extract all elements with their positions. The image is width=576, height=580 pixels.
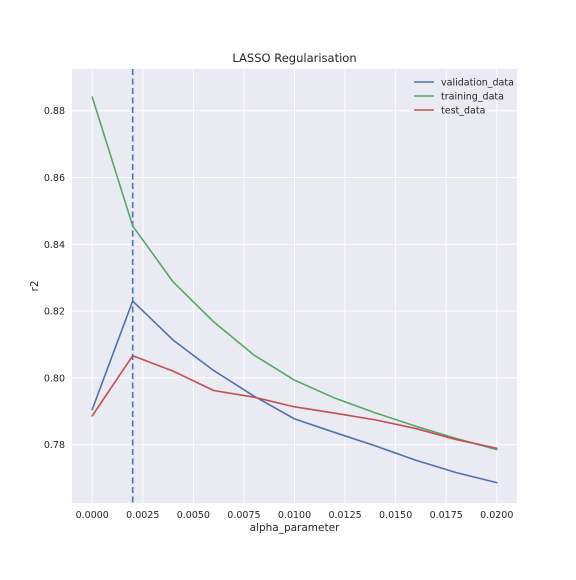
- x-tick-label: 0.0000: [76, 510, 109, 521]
- series-layer: [91, 96, 498, 484]
- series-line-validation-data: [91, 300, 498, 484]
- y-tick-label: 0.86: [44, 173, 65, 184]
- y-tick-label: 0.78: [44, 440, 65, 451]
- x-tick-label: 0.0125: [328, 510, 361, 521]
- legend: validation_data training_data test_data: [414, 78, 514, 117]
- x-tick-label: 0.0100: [278, 510, 311, 521]
- y-axis-ticks: 0.78 0.80 0.82 0.84 0.86 0.88: [44, 106, 65, 451]
- y-axis-title: r2: [29, 281, 41, 292]
- x-tick-label: 0.0075: [227, 510, 260, 521]
- x-tick-label: 0.0200: [480, 510, 513, 521]
- legend-label-training-data: training_data: [441, 92, 504, 103]
- y-tick-label: 0.80: [44, 373, 65, 384]
- grid: [72, 69, 517, 503]
- y-tick-label: 0.84: [44, 240, 65, 251]
- x-tick-label: 0.0025: [126, 510, 159, 521]
- series-line-test-data: [91, 354, 498, 450]
- chart-title: LASSO Regularisation: [232, 51, 356, 65]
- series-line-training-data: [91, 96, 498, 451]
- x-axis-title: alpha_parameter: [250, 522, 340, 534]
- y-tick-label: 0.88: [44, 106, 65, 117]
- legend-label-test-data: test_data: [441, 106, 485, 117]
- y-tick-label: 0.82: [44, 307, 65, 318]
- x-tick-label: 0.0175: [430, 510, 463, 521]
- x-tick-label: 0.0150: [379, 510, 412, 521]
- legend-label-validation-data: validation_data: [441, 78, 514, 89]
- x-axis-ticks: 0.0000 0.0025 0.0050 0.0075 0.0100 0.0125 0.01…: [76, 510, 514, 521]
- x-tick-label: 0.0050: [177, 510, 210, 521]
